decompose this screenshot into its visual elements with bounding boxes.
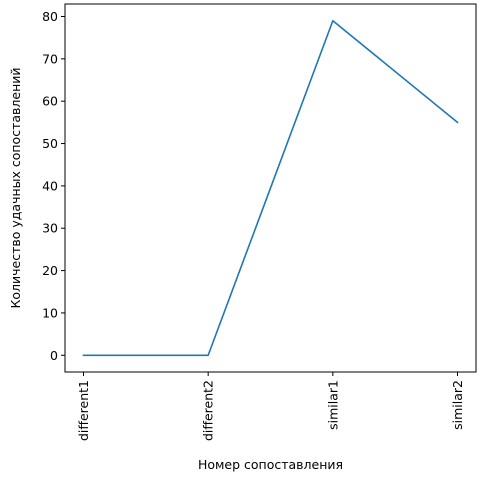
x-tick-label: different2 xyxy=(201,380,216,441)
y-tick-label: 40 xyxy=(42,178,58,193)
y-tick-label: 0 xyxy=(50,348,58,363)
y-tick-label: 50 xyxy=(42,136,58,151)
y-tick-label: 30 xyxy=(42,221,58,236)
plot-frame xyxy=(64,3,477,373)
series-layer xyxy=(82,19,459,357)
y-tick-label: 70 xyxy=(42,51,58,66)
y-axis-label: Количество удачных сопоставлений xyxy=(8,68,23,309)
y-tick-label: 10 xyxy=(42,305,58,320)
y-tick-label: 80 xyxy=(42,9,58,24)
x-tick-label: similar1 xyxy=(325,380,340,430)
y-tick-label: 60 xyxy=(42,94,58,109)
x-tick-label: similar2 xyxy=(450,380,465,430)
x-tick-label: different1 xyxy=(76,380,91,441)
y-axis-ticks: 0 10 20 30 40 50 60 70 80 xyxy=(42,9,65,363)
x-axis-label: Номер сопоставления xyxy=(198,457,343,472)
plot-background xyxy=(60,0,476,372)
x-axis-ticks: different1 different2 similar1 similar2 xyxy=(76,372,465,441)
series-line xyxy=(82,19,459,357)
y-tick-label: 20 xyxy=(42,263,58,278)
